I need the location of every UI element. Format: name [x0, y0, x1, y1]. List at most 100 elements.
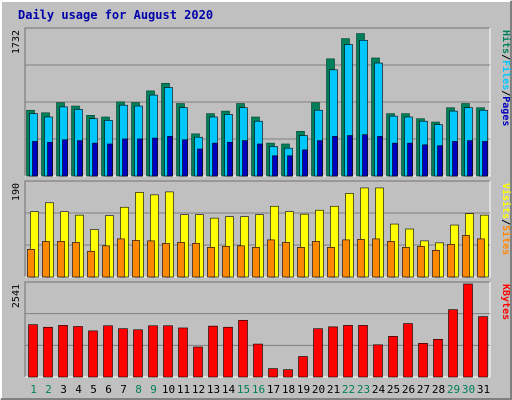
sites-bar	[297, 247, 305, 278]
sites-bar	[27, 248, 35, 278]
kbytes-bar	[283, 369, 293, 378]
day-label: 22	[342, 383, 355, 396]
day-label: 4	[75, 383, 82, 396]
kbytes-bar	[403, 323, 413, 378]
pages-bar	[62, 139, 68, 177]
pages-bar	[92, 142, 98, 177]
legend-separator: /	[500, 219, 511, 225]
kbytes-bar	[298, 356, 308, 378]
sites-bar	[342, 239, 350, 278]
kbytes-bar	[463, 283, 473, 378]
pages-bar	[422, 144, 428, 177]
day-label: 10	[162, 383, 175, 396]
kbytes-bar	[133, 329, 143, 378]
pages-bar	[272, 155, 278, 177]
kbytes-bar	[268, 368, 278, 378]
visits-sites-panel: 190 Visits/Sites	[11, 180, 512, 278]
day-label: 5	[90, 383, 97, 396]
y-max-label: 1732	[11, 30, 22, 54]
day-label: 30	[462, 383, 475, 396]
sites-bar	[57, 241, 65, 278]
pages-bar	[47, 141, 53, 177]
pages-bar	[287, 155, 293, 177]
pages-bar	[362, 134, 368, 177]
day-label: 24	[372, 383, 386, 396]
kbytes-bar	[163, 325, 173, 378]
day-label: 15	[237, 383, 250, 396]
kbytes-bar	[148, 325, 158, 378]
kbytes-panel: 2541 KBytes	[11, 281, 511, 378]
kbytes-bar	[313, 328, 323, 378]
pages-bar	[257, 143, 263, 177]
legend: KBytes	[500, 284, 511, 320]
legend-separator: /	[500, 54, 511, 60]
sites-bar	[237, 245, 245, 278]
sites-bar	[72, 242, 80, 278]
kbytes-bar	[448, 309, 458, 378]
sites-bar	[357, 239, 365, 278]
pages-bar	[152, 137, 158, 177]
pages-bar	[32, 141, 38, 177]
day-label: 9	[150, 383, 157, 396]
day-label: 27	[417, 383, 430, 396]
pages-bar	[302, 149, 308, 177]
pages-bar	[182, 139, 188, 177]
sites-bar	[192, 243, 200, 278]
kbytes-bar	[238, 319, 248, 378]
day-label: 16	[252, 383, 265, 396]
sites-bar	[387, 241, 395, 278]
chart-title: Daily usage for August 2020	[18, 8, 213, 22]
y-max-label: 190	[11, 183, 22, 201]
day-label: 17	[267, 383, 280, 396]
pages-bar	[107, 143, 113, 177]
pages-bar	[212, 142, 218, 177]
kbytes-bar	[193, 346, 203, 378]
sites-bar	[462, 235, 470, 278]
sites-bar	[282, 242, 290, 278]
sites-bar	[132, 240, 140, 278]
sites-bar	[207, 247, 215, 278]
day-label: 8	[135, 383, 142, 396]
kbytes-bar	[418, 343, 428, 378]
legend-pages: Pages	[500, 96, 511, 126]
sites-bar	[252, 247, 260, 278]
legend-files: Files	[500, 60, 512, 90]
kbytes-bar	[328, 326, 338, 378]
day-label: 1	[30, 383, 37, 396]
pages-bar	[227, 141, 233, 177]
day-label: 3	[60, 383, 67, 396]
legend-sites: Sites	[500, 225, 512, 255]
sites-bar	[312, 241, 320, 278]
legend: Visits/Sites	[500, 183, 512, 255]
day-label: 23	[357, 383, 370, 396]
kbytes-bar	[118, 328, 128, 378]
sites-bar	[402, 247, 410, 278]
kbytes-bar	[103, 325, 113, 378]
sites-bar	[477, 238, 485, 278]
pages-bar	[452, 141, 458, 177]
sites-bar	[117, 238, 125, 278]
kbytes-bar	[358, 325, 368, 378]
pages-bar	[482, 141, 488, 177]
sites-bar	[372, 238, 380, 278]
legend-visits: Visits	[500, 183, 512, 219]
sites-bar	[222, 246, 230, 278]
day-label: 28	[432, 383, 445, 396]
kbytes-bar	[28, 324, 38, 378]
legend-kbytes: KBytes	[500, 284, 511, 320]
legend-hits: Hits	[500, 30, 512, 54]
day-label: 31	[477, 383, 490, 396]
pages-bar	[197, 148, 203, 177]
pages-bar	[122, 138, 128, 177]
day-label: 14	[222, 383, 236, 396]
kbytes-bar	[178, 327, 188, 378]
kbytes-bar	[253, 343, 263, 378]
sites-bar	[87, 250, 95, 278]
pages-bar	[407, 142, 413, 177]
kbytes-bar	[73, 326, 83, 378]
sites-bar	[327, 247, 335, 278]
sites-bar	[267, 239, 275, 278]
day-label: 12	[192, 383, 205, 396]
sites-bar	[102, 245, 110, 278]
